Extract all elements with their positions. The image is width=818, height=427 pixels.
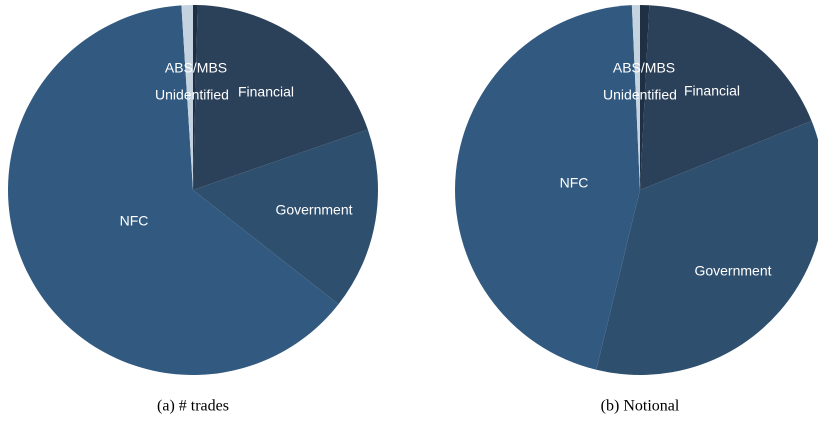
slice-label: Unidentified <box>155 87 229 103</box>
pie-slice <box>631 5 640 190</box>
slice-label: ABS/MBS <box>613 60 675 76</box>
slice-label: Unidentified <box>603 87 677 103</box>
pie-slice <box>193 5 368 190</box>
slice-label: NFC <box>560 175 589 191</box>
slice-label: NFC <box>120 213 149 229</box>
pie-slice <box>596 120 818 375</box>
caption: (b) Notional <box>601 398 680 415</box>
caption: (a) # trades <box>157 398 229 415</box>
pie-slice <box>640 5 812 191</box>
pie-slice <box>181 5 193 190</box>
pie-slice <box>8 5 339 376</box>
pie-slice <box>640 5 650 190</box>
slice-label: Government <box>275 202 352 218</box>
slice-label: Government <box>694 263 771 279</box>
slice-label: ABS/MBS <box>165 60 227 76</box>
slice-label: Financial <box>684 83 740 99</box>
pie-slice <box>193 5 198 190</box>
slice-label: Financial <box>238 84 294 100</box>
pie-slice <box>454 5 640 370</box>
pie-slice <box>193 129 379 305</box>
